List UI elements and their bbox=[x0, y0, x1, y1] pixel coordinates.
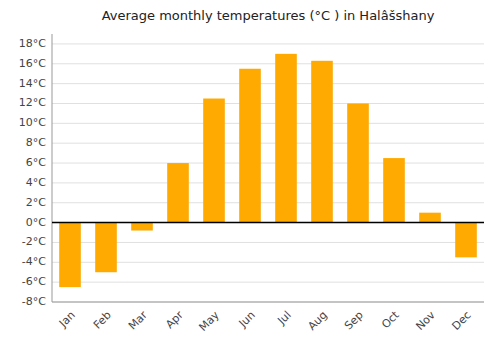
bar bbox=[275, 54, 297, 223]
x-tick-label: Aug bbox=[305, 309, 329, 333]
y-tick-label: 4°C bbox=[26, 176, 46, 189]
grid-line bbox=[52, 302, 484, 303]
grid-line bbox=[52, 182, 484, 183]
grid-line bbox=[52, 202, 484, 203]
bar bbox=[419, 213, 441, 223]
x-tick-label: Mar bbox=[126, 308, 150, 332]
bar bbox=[131, 223, 153, 231]
grid-line bbox=[52, 242, 484, 243]
y-tick-label: 2°C bbox=[26, 196, 46, 209]
title: Average monthly temperatures (°C ) in Ha… bbox=[102, 8, 435, 23]
bar bbox=[383, 158, 405, 223]
x-tick-label: Dec bbox=[450, 309, 474, 333]
bar bbox=[311, 61, 333, 223]
y-tick-label: 6°C bbox=[26, 156, 46, 169]
y-tick-label: 18°C bbox=[19, 37, 46, 50]
bar bbox=[347, 103, 369, 222]
y-tick-label: -8°C bbox=[22, 295, 46, 308]
y-tick-label: -4°C bbox=[22, 255, 46, 268]
chart: -8°C -6°C -4°C -2°C 0°C 2°C 4°C 6°C 8°C 10°C 12°C 1… bbox=[0, 0, 500, 350]
grid-line bbox=[52, 43, 484, 44]
y-tick-label: 0°C bbox=[26, 216, 46, 229]
bar bbox=[203, 99, 225, 223]
zero-line bbox=[52, 222, 484, 224]
y-tick-label: 16°C bbox=[19, 57, 46, 70]
y-axis-line bbox=[52, 34, 53, 302]
x-tick-label: Jul bbox=[274, 309, 293, 328]
bar bbox=[95, 223, 117, 273]
y-tick-label: 10°C bbox=[19, 116, 46, 129]
bar bbox=[167, 163, 189, 223]
x-tick-label: Nov bbox=[413, 308, 438, 333]
x-tick-label: Sep bbox=[342, 309, 366, 333]
y-tick-label: -2°C bbox=[22, 235, 46, 248]
y-tick-label: 14°C bbox=[19, 77, 46, 90]
y-tick-label: 8°C bbox=[26, 136, 46, 149]
x-axis-line bbox=[52, 302, 484, 303]
x-tick-label: Feb bbox=[91, 309, 114, 332]
x-tick-label: Oct bbox=[379, 308, 402, 331]
grid-line bbox=[52, 123, 484, 124]
grid-line bbox=[52, 103, 484, 104]
bar bbox=[455, 223, 477, 258]
y-tick-label: 12°C bbox=[19, 96, 46, 109]
grid-line bbox=[52, 222, 484, 223]
y-tick-label: -6°C bbox=[22, 275, 46, 288]
grid bbox=[52, 44, 484, 302]
grid-line bbox=[52, 282, 484, 283]
bar bbox=[239, 69, 261, 223]
grid-line bbox=[52, 83, 484, 84]
grid-line bbox=[52, 143, 484, 144]
bars bbox=[59, 54, 477, 287]
x-tick-label: Apr bbox=[163, 308, 186, 331]
x-tick-label: May bbox=[196, 308, 222, 334]
bar bbox=[59, 223, 81, 288]
grid-line bbox=[52, 163, 484, 164]
x-tick-label: Jun bbox=[236, 309, 258, 331]
x-tick-label: Jan bbox=[56, 309, 78, 331]
grid-line bbox=[52, 262, 484, 263]
grid-line bbox=[52, 63, 484, 64]
